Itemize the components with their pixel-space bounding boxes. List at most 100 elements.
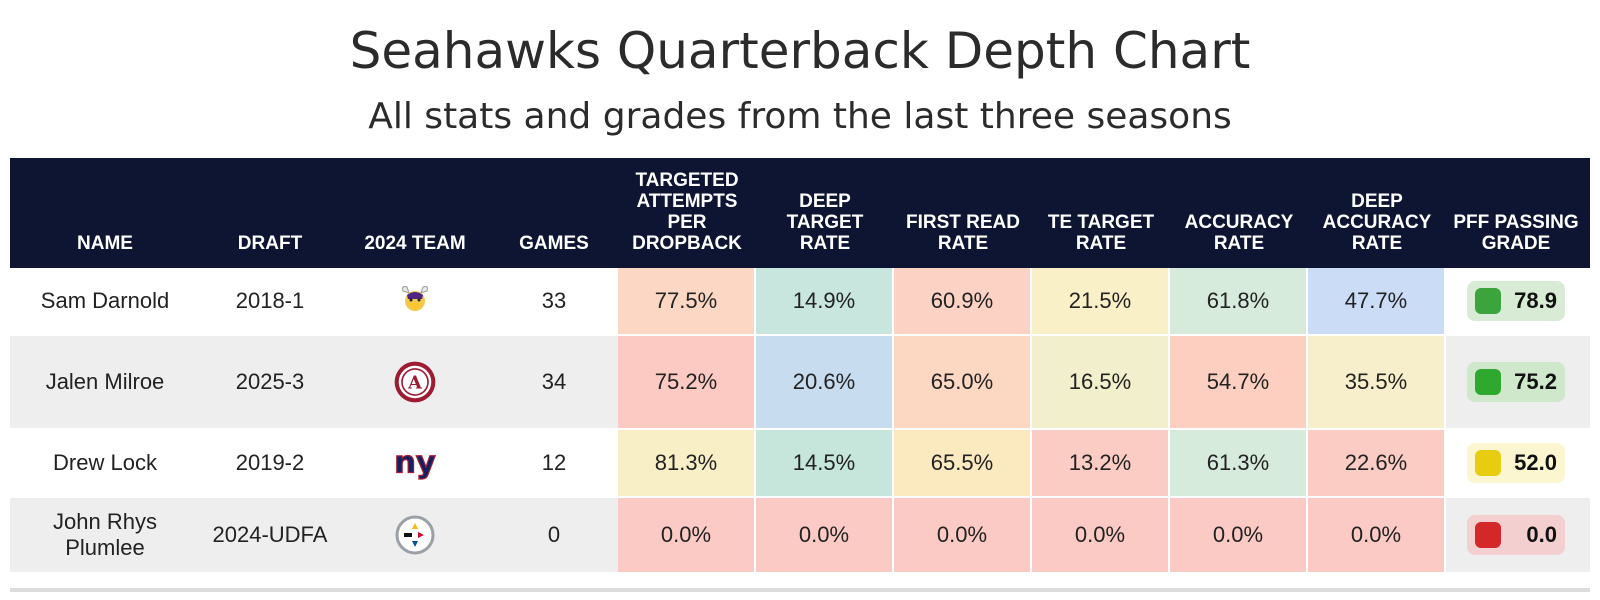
stat-cell: 0.0% xyxy=(1032,498,1170,572)
games-cell: 34 xyxy=(541,369,567,394)
stat-cell: 77.5% xyxy=(618,268,756,334)
grade-badge: 75.2 xyxy=(1467,362,1565,402)
grade-color-swatch xyxy=(1475,288,1501,314)
page-subtitle: All stats and grades from the last three… xyxy=(368,96,1232,137)
table-body: Sam Darnold 2018-1 33 77.5% 14.9% 60.9% 21.5% 6… xyxy=(10,268,1590,574)
grade-badge: 78.9 xyxy=(1467,281,1565,321)
stat-cell: 54.7% xyxy=(1170,336,1308,428)
grade-value: 78.9 xyxy=(1514,288,1557,313)
stat-cell: 14.5% xyxy=(756,430,894,496)
grade-color-swatch xyxy=(1475,369,1501,395)
table-row: Sam Darnold 2018-1 33 77.5% 14.9% 60.9% 21.5% 6… xyxy=(10,268,1590,336)
header-line: DEEP xyxy=(799,191,851,212)
games-cell: 33 xyxy=(541,288,567,313)
table-row: Jalen Milroe 2025-3 A 34 75.2% 20.6% 65.0% 16.5… xyxy=(10,336,1590,430)
header-te-target-rate: TE TARGET RATE xyxy=(1032,158,1170,268)
table-header: NAME DRAFT 2024 TEAM GAMES TARGETED ATTEM… xyxy=(10,158,1590,268)
header-line: TE TARGET xyxy=(1047,212,1155,233)
header-line: RATE xyxy=(1213,233,1265,254)
player-name-line: John Rhys xyxy=(53,509,157,534)
player-name: John Rhys Plumlee xyxy=(10,498,200,572)
header-line: DROPBACK xyxy=(632,233,742,254)
header-draft: DRAFT xyxy=(237,233,303,254)
header-line: FIRST READ xyxy=(906,212,1020,233)
draft-cell: 2025-3 xyxy=(235,369,305,394)
header-line: ACCURACY xyxy=(1184,212,1294,233)
grade-value: 75.2 xyxy=(1514,369,1557,394)
header-line: TARGET xyxy=(786,212,864,233)
draft-cell: 2018-1 xyxy=(235,288,305,313)
table-row: John Rhys Plumlee 2024-UDFA 0 0.0% 0.0% 0.0% 0.… xyxy=(10,498,1590,574)
stat-cell: 14.9% xyxy=(756,268,894,334)
player-name-line: Drew Lock xyxy=(53,450,157,475)
player-name-line: Jalen Milroe xyxy=(45,369,165,394)
stat-cell: 13.2% xyxy=(1032,430,1170,496)
table-bottom-border xyxy=(10,588,1590,592)
header-first-read-rate: FIRST READ RATE xyxy=(894,158,1032,268)
header-name: NAME xyxy=(77,233,133,254)
giants-logo: ny xyxy=(393,441,437,485)
header-accuracy-rate: ACCURACY RATE xyxy=(1170,158,1308,268)
grade-badge: 0.0 xyxy=(1467,515,1565,555)
header-deep-target-rate: DEEP TARGET RATE xyxy=(756,158,894,268)
grade-color-swatch xyxy=(1475,522,1501,548)
stat-cell: 61.8% xyxy=(1170,268,1308,334)
header-line: RATE xyxy=(937,233,989,254)
player-name: Sam Darnold xyxy=(10,268,200,334)
player-name: Drew Lock xyxy=(10,430,200,496)
player-name: Jalen Milroe xyxy=(10,336,200,428)
header-line: RATE xyxy=(1351,233,1403,254)
pff-grade-cell: 78.9 xyxy=(1446,268,1586,334)
header-team: 2024 TEAM xyxy=(364,233,466,254)
header-games: GAMES xyxy=(519,233,589,254)
games-cell: 0 xyxy=(547,522,561,547)
stat-cell: 0.0% xyxy=(1170,498,1308,572)
alabama-logo: A xyxy=(393,360,437,404)
stat-cell: 0.0% xyxy=(756,498,894,572)
draft-cell: 2024-UDFA xyxy=(212,522,328,547)
svg-text:ny: ny xyxy=(394,445,436,480)
stat-cell: 65.5% xyxy=(894,430,1032,496)
header-line: RATE xyxy=(799,233,851,254)
stat-cell: 16.5% xyxy=(1032,336,1170,428)
games-cell: 12 xyxy=(541,450,567,475)
header-line: DEEP xyxy=(1351,191,1403,212)
stat-cell: 0.0% xyxy=(1308,498,1446,572)
header-targeted-attempts: TARGETED ATTEMPTS PER DROPBACK xyxy=(618,158,756,268)
pff-grade-cell: 75.2 xyxy=(1446,336,1586,428)
header-line: ACCURACY xyxy=(1322,212,1432,233)
svg-text:A: A xyxy=(407,373,423,394)
stat-cell: 22.6% xyxy=(1308,430,1446,496)
grade-badge: 52.0 xyxy=(1467,443,1565,483)
header-line: PER xyxy=(667,212,707,233)
stat-cell: 81.3% xyxy=(618,430,756,496)
steelers-logo xyxy=(393,513,437,557)
grade-value: 0.0 xyxy=(1526,522,1557,547)
stat-cell: 75.2% xyxy=(618,336,756,428)
vikings-logo xyxy=(393,279,437,323)
header-deep-accuracy-rate: DEEP ACCURACY RATE xyxy=(1308,158,1446,268)
team-cell: A xyxy=(340,336,490,428)
stat-cell: 21.5% xyxy=(1032,268,1170,334)
grade-color-swatch xyxy=(1475,450,1501,476)
header-line: PFF PASSING xyxy=(1453,212,1579,233)
draft-cell: 2019-2 xyxy=(235,450,305,475)
stat-cell: 65.0% xyxy=(894,336,1032,428)
team-cell xyxy=(340,498,490,572)
stat-cell: 61.3% xyxy=(1170,430,1308,496)
stat-cell: 0.0% xyxy=(618,498,756,572)
page-title: Seahawks Quarterback Depth Chart xyxy=(349,22,1251,80)
player-name-line: Plumlee xyxy=(65,535,145,560)
pff-grade-cell: 0.0 xyxy=(1446,498,1586,572)
stat-cell: 20.6% xyxy=(756,336,894,428)
stat-cell: 47.7% xyxy=(1308,268,1446,334)
table-row: Drew Lock 2019-2 ny 12 81.3% 14.5% 65.5% 13.2% 6… xyxy=(10,430,1590,498)
player-name-line: Sam Darnold xyxy=(40,288,170,313)
header-pff-grade: PFF PASSING GRADE xyxy=(1446,158,1586,268)
team-cell: ny xyxy=(340,430,490,496)
header-line: TARGETED xyxy=(635,170,739,191)
header-line: ATTEMPTS xyxy=(636,191,738,212)
stat-cell: 35.5% xyxy=(1308,336,1446,428)
stat-cell: 60.9% xyxy=(894,268,1032,334)
depth-chart-table: NAME DRAFT 2024 TEAM GAMES TARGETED ATTEM… xyxy=(10,158,1590,574)
